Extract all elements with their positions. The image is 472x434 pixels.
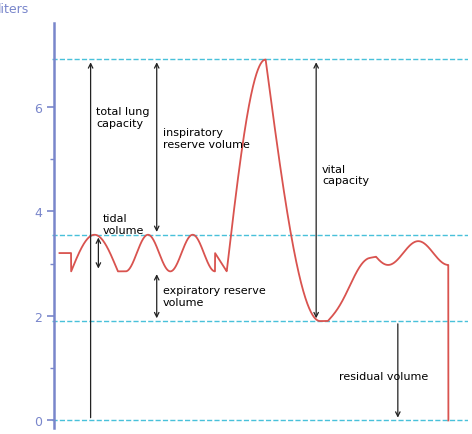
- Text: liters: liters: [0, 3, 29, 16]
- Text: total lung
capacity: total lung capacity: [96, 107, 150, 128]
- Text: tidal
volume: tidal volume: [102, 214, 143, 236]
- Text: expiratory reserve
volume: expiratory reserve volume: [162, 286, 265, 307]
- Text: vital
capacity: vital capacity: [322, 164, 369, 186]
- Text: inspiratory
reserve volume: inspiratory reserve volume: [162, 128, 249, 149]
- Text: residual volume: residual volume: [339, 371, 429, 381]
